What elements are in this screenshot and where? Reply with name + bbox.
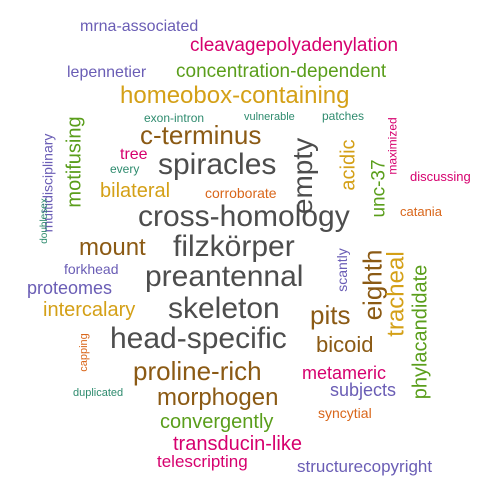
word: head-specific bbox=[110, 322, 287, 355]
word: tree bbox=[120, 146, 148, 163]
word: motifusing bbox=[63, 116, 86, 208]
word: structurecopyright bbox=[297, 457, 433, 476]
word: mrna-associated bbox=[80, 18, 199, 35]
word: cleavagepolyadenylation bbox=[190, 35, 399, 56]
word: discussing bbox=[410, 169, 471, 184]
word: spiracles bbox=[158, 148, 277, 181]
word: scantly bbox=[333, 248, 350, 292]
word: metameric bbox=[302, 363, 387, 383]
word: empty bbox=[287, 137, 319, 215]
word: bicoid bbox=[316, 332, 374, 357]
word: proteomes bbox=[27, 278, 113, 298]
word: syncytial bbox=[318, 405, 372, 421]
word: convergently bbox=[160, 411, 274, 433]
word: transducin-like bbox=[173, 433, 302, 455]
word: doublesex bbox=[38, 198, 50, 244]
word: pits bbox=[310, 300, 351, 330]
word: telescripting bbox=[157, 452, 248, 471]
word: catania bbox=[400, 204, 442, 219]
word: patches bbox=[322, 109, 365, 123]
word: corroborate bbox=[205, 185, 277, 201]
word: phylacandidate bbox=[409, 264, 432, 400]
word: morphogen bbox=[157, 384, 279, 411]
word: skeleton bbox=[168, 292, 280, 325]
word: homeobox-containing bbox=[120, 82, 350, 109]
word: intercalary bbox=[43, 299, 136, 321]
word: filzkörper bbox=[173, 230, 295, 263]
word: preantennal bbox=[145, 260, 304, 293]
word: duplicated bbox=[73, 387, 124, 399]
word: capping bbox=[77, 333, 90, 372]
word: cross-homology bbox=[138, 200, 350, 233]
word: lepennetier bbox=[67, 64, 147, 81]
word: concentration-dependent bbox=[176, 61, 387, 82]
word: mount bbox=[79, 234, 146, 261]
word: proline-rich bbox=[133, 356, 262, 386]
word: tracheal bbox=[382, 251, 410, 337]
word: bilateral bbox=[100, 180, 171, 202]
word: eighth bbox=[357, 249, 388, 321]
word: vulnerable bbox=[244, 111, 295, 123]
word: acidic bbox=[337, 139, 360, 191]
word: every bbox=[110, 162, 140, 176]
word: exon-intron bbox=[144, 111, 205, 125]
word: forkhead bbox=[64, 261, 119, 277]
word: subjects bbox=[330, 380, 397, 400]
word: maximized bbox=[385, 117, 400, 175]
word: c-terminus bbox=[140, 120, 262, 150]
